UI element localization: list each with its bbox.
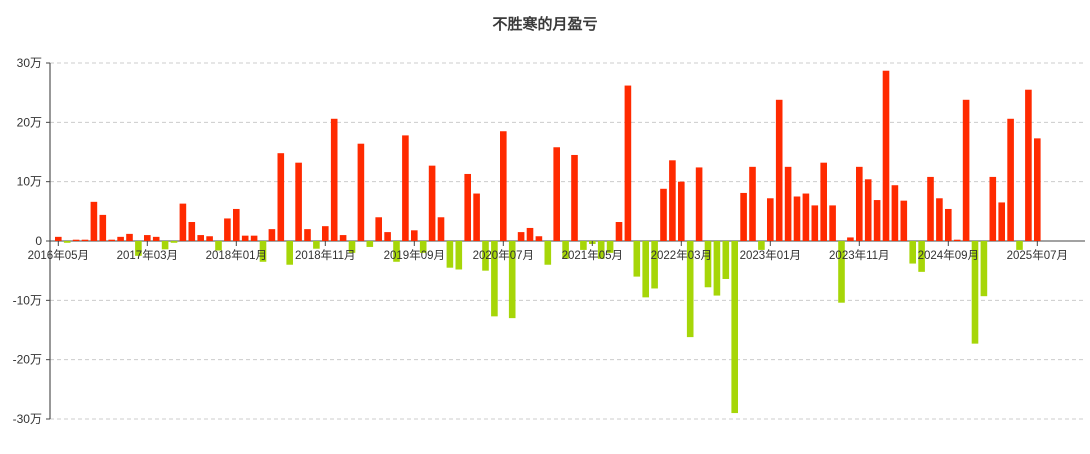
svg-text:2025年07月: 2025年07月 bbox=[1007, 248, 1068, 262]
svg-text:2018年11月: 2018年11月 bbox=[295, 248, 356, 262]
svg-text:30万: 30万 bbox=[17, 56, 42, 70]
svg-text:0: 0 bbox=[35, 234, 42, 248]
svg-text:-20万: -20万 bbox=[13, 353, 42, 367]
svg-text:2023年01月: 2023年01月 bbox=[740, 248, 801, 262]
svg-text:2020年07月: 2020年07月 bbox=[473, 248, 534, 262]
svg-text:2022年03月: 2022年03月 bbox=[651, 248, 712, 262]
svg-text:2017年03月: 2017年03月 bbox=[117, 248, 178, 262]
svg-text:2018年01月: 2018年01月 bbox=[206, 248, 267, 262]
svg-text:2023年11月: 2023年11月 bbox=[829, 248, 890, 262]
svg-text:2024年09月: 2024年09月 bbox=[918, 248, 979, 262]
svg-text:2016年05月: 2016年05月 bbox=[28, 248, 89, 262]
svg-text:2021年05月: 2021年05月 bbox=[562, 248, 623, 262]
svg-text:20万: 20万 bbox=[17, 115, 42, 129]
svg-text:10万: 10万 bbox=[17, 175, 42, 189]
svg-text:-10万: -10万 bbox=[13, 293, 42, 307]
svg-text:-30万: -30万 bbox=[13, 412, 42, 426]
svg-text:2019年09月: 2019年09月 bbox=[384, 248, 445, 262]
